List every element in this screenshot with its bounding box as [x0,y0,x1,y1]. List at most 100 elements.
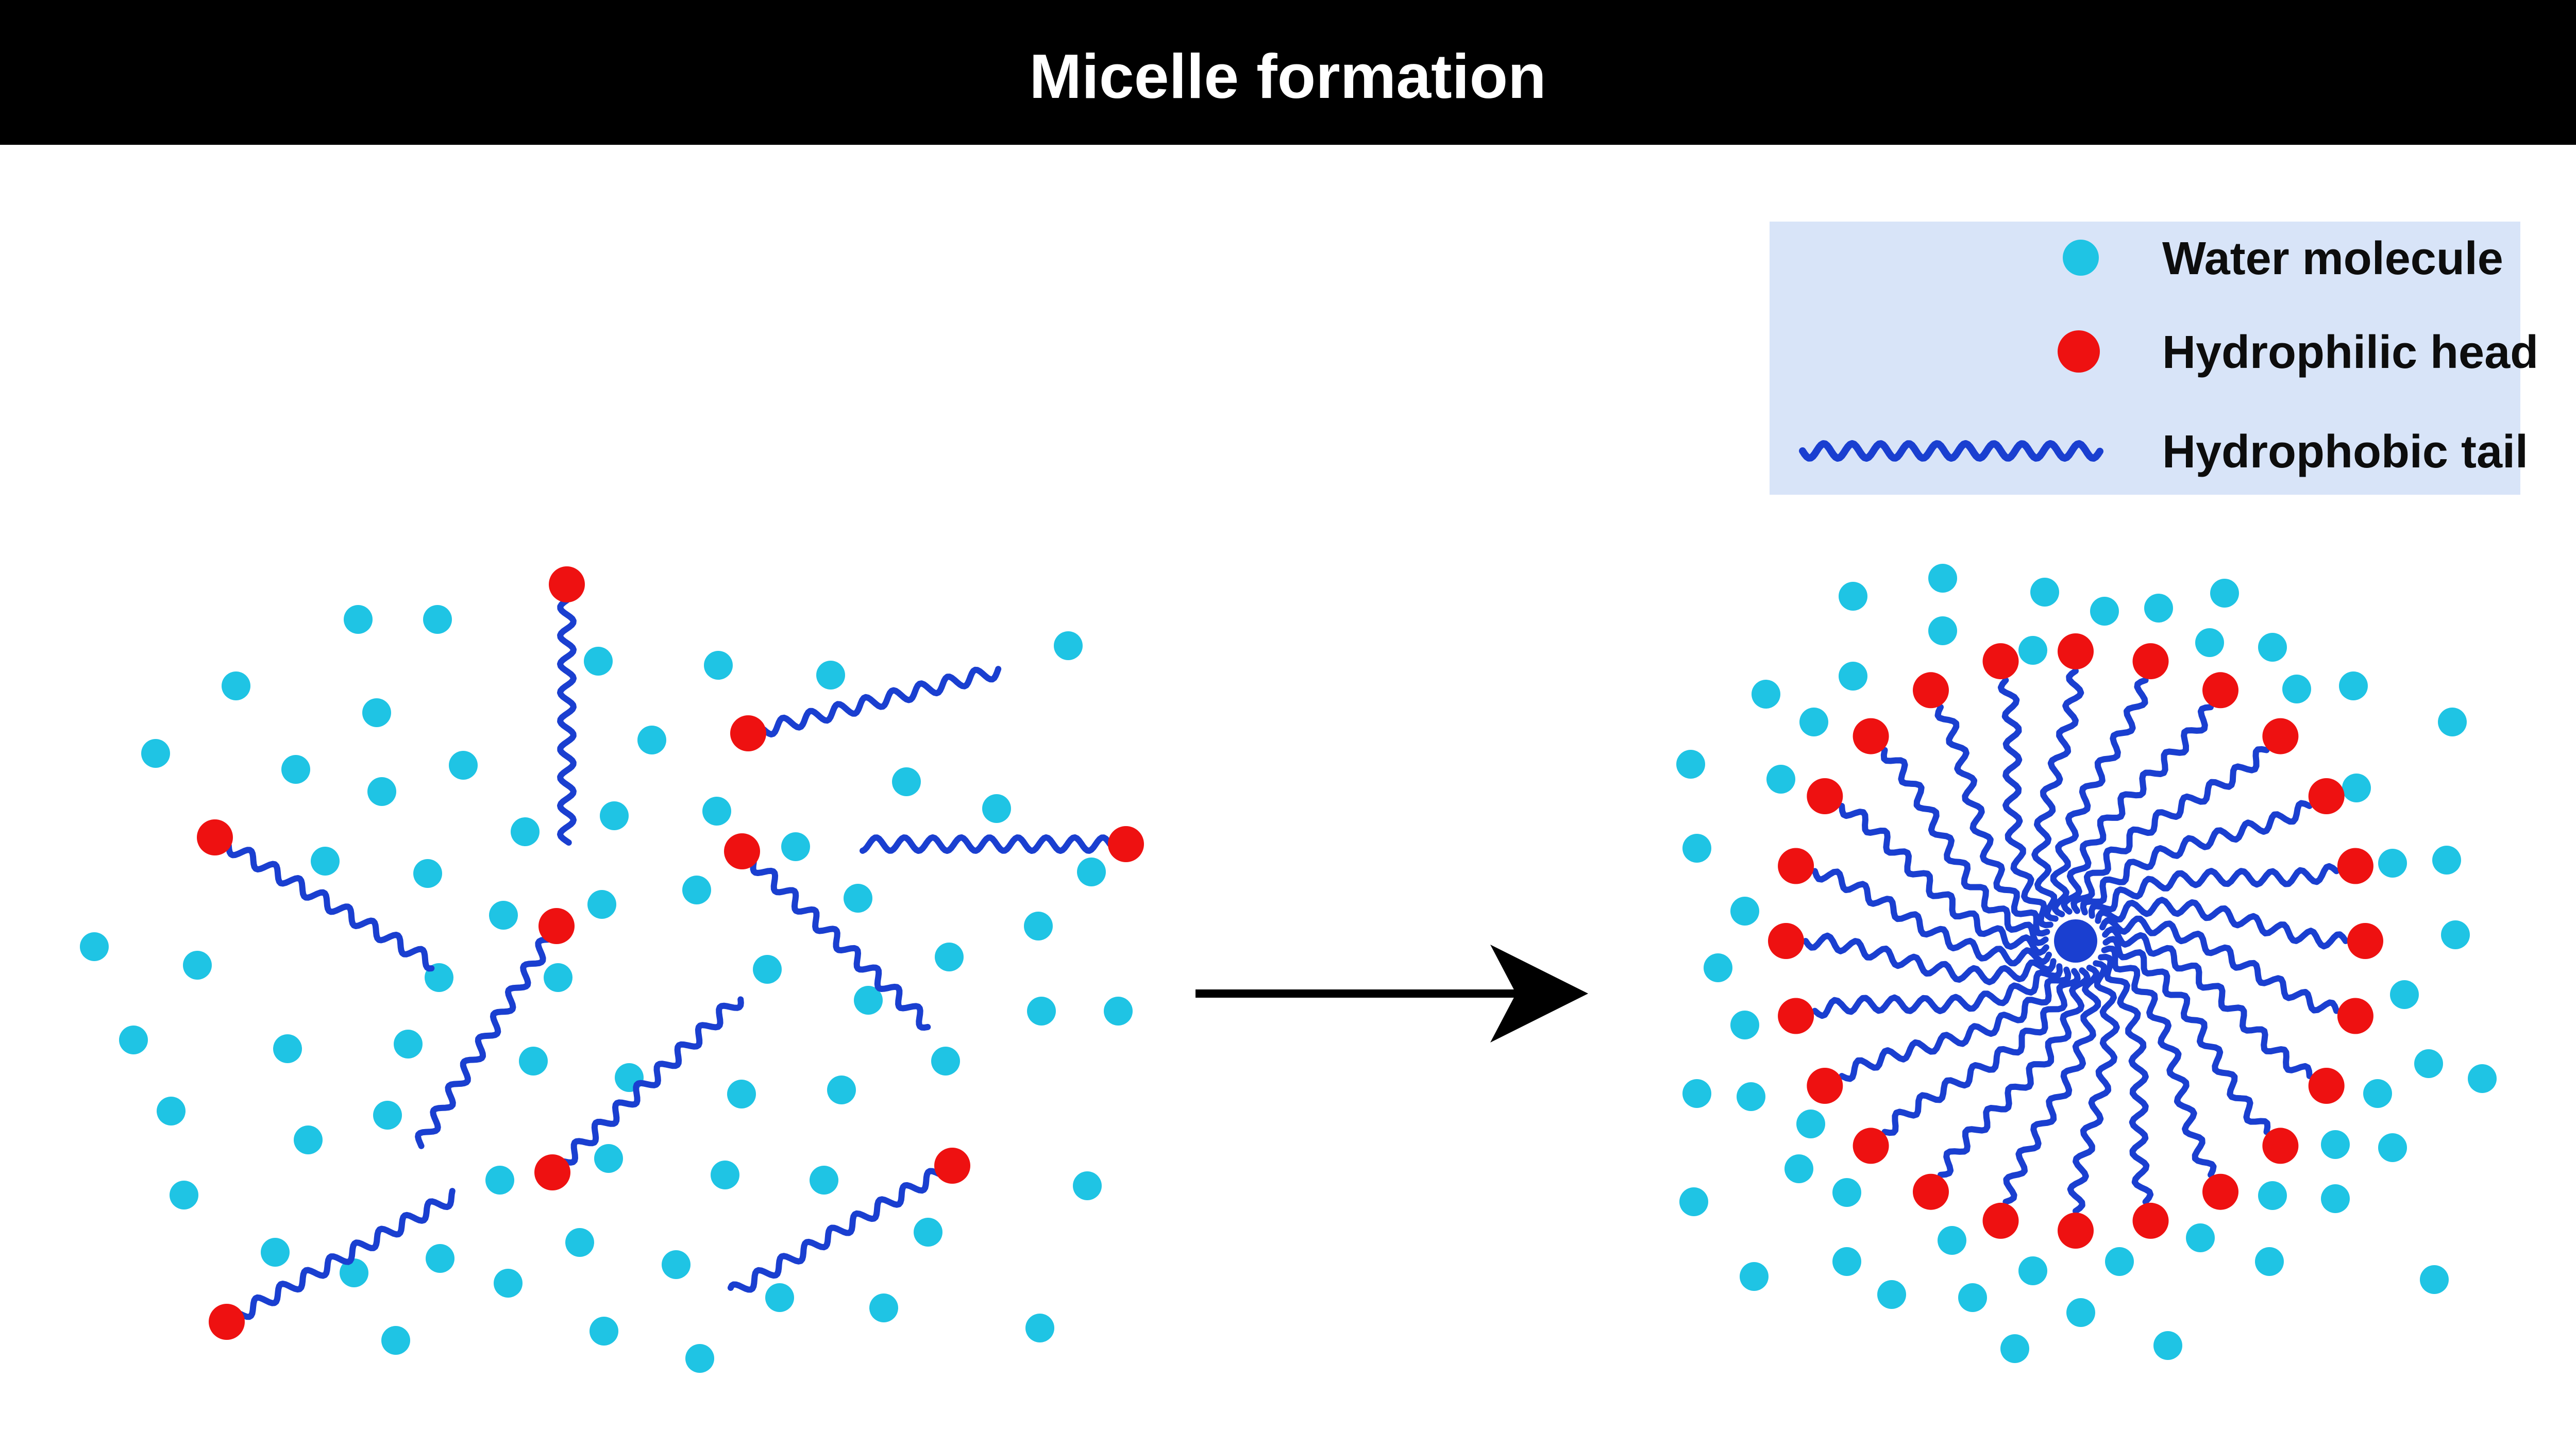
hydrophilic-head-dot [1853,1128,1889,1164]
water-molecule-dot [485,1166,514,1195]
hydrophilic-head-dot [197,819,233,855]
water-molecule-dot [1054,631,1083,660]
hydrophobic-tail-line [225,842,435,972]
water-molecule-dot [1766,765,1795,794]
hydrophobic-tail-line [2061,704,2214,915]
water-molecule-dot [2363,1079,2392,1108]
hydrophobic-tail-line [1938,967,2091,1178]
water-molecule-dot [1799,708,1828,736]
water-molecule-dot [1025,1314,1054,1342]
hydrophilic-head-dot [2202,1173,2238,1210]
surfactant-molecule [549,566,585,846]
hydrophilic-head-dot [2058,633,2094,669]
water-molecule-dot [1958,1283,1987,1312]
surfactant-molecule [724,833,931,1031]
water-molecule-dot [2282,675,2311,703]
water-molecule-dot [2186,1223,2215,1252]
hydrophilic-head-dot [1768,923,1804,959]
water-molecule-dot [2066,1298,2095,1327]
water-molecule-dot [1077,858,1106,886]
hydrophilic-head-dot [538,908,575,944]
water-molecule-dot [2441,920,2470,949]
water-molecule-dot [373,1101,402,1130]
water-molecule-dot [494,1269,523,1298]
water-molecule-dot [157,1097,186,1125]
water-molecule-dot [413,859,442,888]
legend: Water molecule Hydrophilic head Hydropho… [1770,222,2538,495]
water-molecule-dot [544,963,573,992]
water-molecule-dot [80,932,109,961]
hydrophobic-tail-line [1811,963,2063,1019]
water-molecule-dot [931,1047,960,1076]
hydrophobic-tail-line [1811,868,2052,967]
hydrophobic-tail-line [750,859,931,1031]
water-molecule-dot [753,955,782,984]
water-molecule-dot [685,1344,714,1373]
hydrophobic-tail-line [1997,677,2053,929]
legend-label-head: Hydrophilic head [2162,327,2538,378]
water-molecule-dot [615,1063,644,1092]
hydrophobic-tail-line [2070,746,2270,914]
water-molecule-dot [141,739,170,768]
water-molecule-dot [2000,1334,2029,1363]
water-molecule-dot [183,951,212,980]
water-molecule-dot [2258,1181,2287,1210]
water-molecule-dot [587,890,616,919]
water-molecule-dot [1832,1178,1861,1207]
water-molecule-dot [2258,633,2287,662]
water-molecule-dot [294,1125,323,1154]
water-molecule-dot [637,726,666,754]
water-molecule-dot [362,698,391,727]
hydrophilic-head-dot [1913,672,1949,709]
water-molecule-dot [119,1026,148,1054]
water-molecule-dot [1737,1082,1765,1111]
surfactant-molecule [730,666,1002,751]
hydrophobic-tail-line [1934,704,2050,937]
water-molecule-dot [914,1218,942,1247]
hydrophobic-tail-line [1839,803,2049,956]
hydrophobic-tail-line [2088,863,2340,919]
hydrophilic-head-dot [2132,643,2169,680]
water-molecule-dot [682,876,711,904]
page-title: Micelle formation [1029,41,1546,111]
water-molecule-dot [2321,1130,2350,1159]
water-molecule-dot [982,794,1011,823]
water-molecule-dot [2018,1256,2047,1285]
water-molecule-dot [1682,834,1711,863]
hydrophobic-tail-line [2031,668,2084,922]
hydrophobic-tail-line [2102,926,2313,1079]
hydrophobic-tail-line [1880,747,2049,946]
water-molecule-dot [584,647,613,676]
surfactant-molecule [534,996,744,1190]
water-molecule-dot [590,1317,618,1346]
hydrophobic-tail-line [727,1168,942,1293]
hydrophobic-tail-line [2067,960,2120,1214]
hydrophilic-head-dot [1913,1173,1949,1210]
hydrophilic-head-dot [2337,848,2373,884]
hydrophilic-head-dot [2262,1128,2299,1164]
legend-box [1770,222,2520,495]
water-molecule-dot [1676,750,1705,779]
water-molecule-dot [727,1080,756,1108]
water-molecule-dot [827,1076,856,1104]
hydrophobic-tail-line [2080,800,2313,916]
water-molecule-dot [1784,1154,1813,1183]
water-molecule-dot [367,777,396,806]
surfactant-molecule [727,1148,970,1293]
water-molecule-dot [261,1238,290,1267]
micelle-group [1768,633,2383,1249]
water-molecule-dot [1832,1247,1861,1276]
hydrophilic-head-dot [1982,643,2019,680]
water-molecule-dot [340,1258,368,1287]
water-molecule-dot [273,1034,302,1063]
micelle-heads-group [1768,633,2383,1249]
water-molecule-dot [344,605,373,634]
water-molecule-dot [423,605,452,634]
water-molecule-dot [1796,1110,1825,1138]
water-molecule-dot [2105,1247,2134,1276]
water-molecule-dot [1730,1011,1759,1039]
water-molecule-dot [1839,662,1867,691]
water-molecule-dot [711,1161,739,1189]
water-molecule-dot [2414,1049,2443,1078]
water-molecule-dot [2420,1265,2449,1294]
